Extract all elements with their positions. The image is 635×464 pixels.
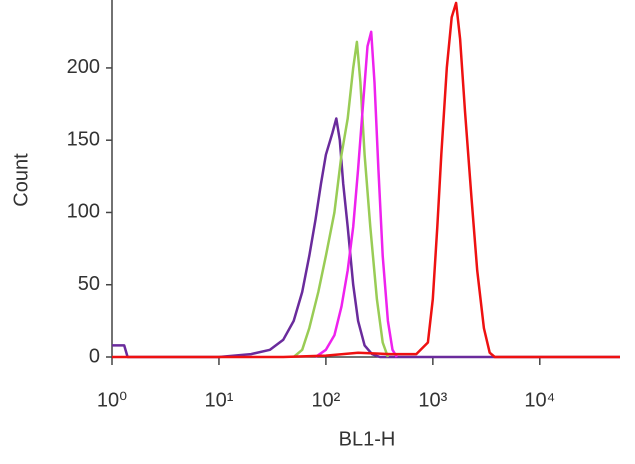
- y-axis-label: Count: [10, 153, 32, 207]
- histogram-line: [292, 40, 390, 358]
- histogram-line: [112, 1, 620, 359]
- y-tick-label: 0: [89, 345, 100, 367]
- x-tick-label: 10³: [418, 389, 447, 411]
- y-tick-label: 50: [78, 273, 100, 295]
- x-tick-label: 10¹: [204, 389, 233, 411]
- y-tick-label: 100: [67, 201, 100, 223]
- y-tick-label: 150: [67, 128, 100, 150]
- x-tick-label: 10²: [311, 389, 340, 411]
- histogram-line: [112, 117, 620, 359]
- x-tick-label: 10⁴: [524, 389, 555, 411]
- histogram-line: [314, 30, 398, 359]
- x-axis-label: BL1-H: [339, 428, 396, 450]
- x-tick-label: 10⁰: [97, 389, 127, 411]
- y-tick-label: 200: [67, 56, 100, 78]
